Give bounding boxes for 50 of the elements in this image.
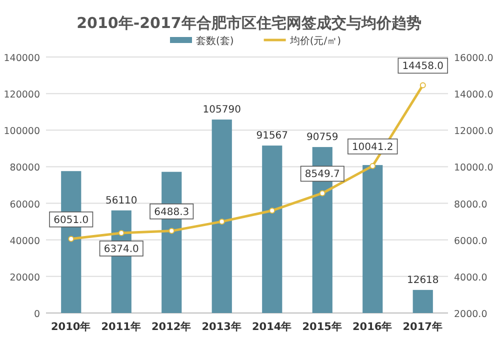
y-tick-label: 20000	[10, 272, 40, 284]
bar	[362, 165, 383, 313]
x-tick-label: 2016年	[352, 320, 393, 333]
data-label: 6374.0	[104, 244, 139, 256]
data-label: 6051.0	[54, 214, 89, 226]
y2-tick-label: 10000.0	[454, 162, 494, 174]
y-tick-label: 60000	[10, 199, 40, 210]
x-tick-label: 2014年	[252, 320, 292, 333]
bar	[262, 146, 282, 313]
x-tick-label: 2010年	[51, 320, 92, 333]
legend-label: 套数(套)	[196, 35, 234, 47]
data-label: 105790	[202, 104, 241, 116]
legend-label: 均价(元/㎡)	[288, 35, 342, 47]
point	[118, 230, 124, 236]
y2-tick-label: 16000.0	[454, 53, 494, 64]
data-label: 91567	[256, 130, 288, 142]
y-tick-label: 120000	[4, 90, 40, 101]
y2-tick-label: 6000.0	[454, 236, 488, 247]
chart-title: 2010年-2017年合肥市区住宅网签成交与均价趋势	[76, 14, 422, 32]
y2-tick-label: 8000.0	[454, 199, 488, 210]
x-tick-label: 2015年	[302, 320, 342, 333]
x-tick-label: 2013年	[202, 320, 242, 333]
point	[218, 218, 225, 225]
data-label: 10041.2	[352, 142, 394, 153]
data-label: 56110	[105, 195, 138, 206]
data-label: 8549.7	[304, 169, 340, 180]
x-tick-label: 2012年	[152, 320, 192, 333]
point	[168, 228, 175, 234]
y2-tick-label: 4000.0	[454, 272, 488, 284]
bar	[412, 290, 433, 313]
data-label: 14458.0	[402, 61, 444, 72]
y-tick-label: 80000	[10, 162, 40, 174]
x-tick-label: 2011年	[101, 320, 142, 333]
point	[420, 82, 426, 88]
x-tick-label: 2017年	[402, 320, 443, 333]
data-label: 12618	[406, 274, 439, 286]
data-label: 6488.3	[154, 206, 190, 218]
y2-tick-label: 2000.0	[454, 309, 488, 320]
y-tick-label: 40000	[10, 236, 40, 247]
y-tick-label: 0	[34, 309, 40, 320]
point	[269, 208, 276, 214]
point	[68, 236, 74, 242]
y2-tick-label: 12000.0	[454, 126, 494, 138]
y-tick-label: 140000	[4, 53, 40, 64]
y2-tick-label: 14000.0	[454, 90, 494, 101]
point	[319, 190, 326, 196]
y-tick-label: 100000	[4, 126, 40, 138]
data-label: 90759	[306, 132, 338, 144]
bar	[212, 120, 232, 313]
point	[370, 162, 376, 169]
